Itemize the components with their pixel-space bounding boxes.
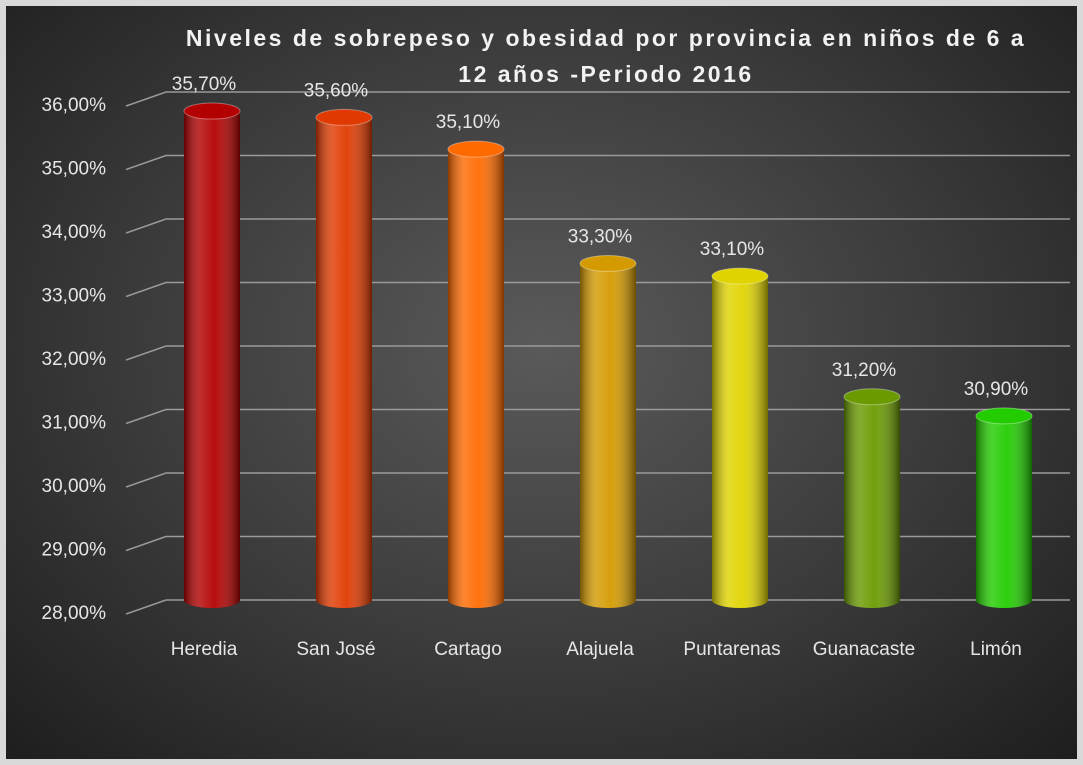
grid-line [125, 345, 1070, 361]
grid-line [125, 218, 1070, 234]
bar-top [975, 407, 1033, 425]
value-label: 31,20% [832, 360, 897, 381]
bar-shade [844, 396, 900, 600]
bar-base-shade [976, 592, 1032, 608]
bar-top [579, 254, 637, 272]
value-label: 35,10% [436, 112, 501, 133]
bar-base-shade [580, 592, 636, 608]
bar-top [447, 140, 505, 158]
y-tick-label: 35,00% [42, 159, 107, 180]
value-label: 35,70% [172, 74, 237, 95]
y-tick-label: 36,00% [42, 95, 107, 116]
x-tick-label: Heredia [171, 639, 238, 660]
x-tick-label: San José [296, 639, 375, 660]
grid-line [125, 281, 1070, 298]
bar-shade [316, 117, 372, 601]
y-tick-label: 31,00% [42, 413, 107, 434]
x-tick-label: Alajuela [566, 639, 634, 660]
y-tick-label: 30,00% [42, 476, 107, 497]
x-tick-label: Guanacaste [813, 639, 915, 660]
bar-base-shade [448, 592, 504, 608]
x-tick-label: Puntarenas [683, 639, 780, 660]
value-label: 35,60% [304, 80, 369, 101]
y-tick-label: 29,00% [42, 540, 107, 561]
bar-shade [580, 263, 636, 600]
bar-shade [712, 276, 768, 600]
chart: 28,00% 29,00% 30,00% 31,00% 32,00% 33,00% 34,0… [42, 74, 1070, 660]
bar-shade [448, 149, 504, 600]
grid-line [125, 472, 1070, 488]
value-label: 33,30% [568, 226, 633, 247]
value-label: 30,90% [964, 379, 1029, 400]
bar-top [843, 388, 901, 406]
bar-base-shade [844, 592, 900, 608]
y-tick-label: 28,00% [42, 603, 107, 624]
bar-shade [976, 415, 1032, 600]
grid-line [125, 535, 1070, 552]
grid-line [125, 408, 1070, 425]
bar-base-shade [712, 592, 768, 608]
bar-top [711, 267, 769, 285]
y-tick-label: 33,00% [42, 286, 107, 307]
chart-title: Niveles de sobrepeso y obesidad por prov… [185, 25, 1027, 87]
grid-line [125, 154, 1070, 171]
y-tick-label: 34,00% [42, 222, 107, 243]
bar-top [183, 102, 241, 120]
bar-top [315, 108, 373, 126]
value-label: 33,10% [700, 239, 765, 260]
y-tick-label: 32,00% [42, 349, 107, 370]
bar-base-shade [184, 592, 240, 608]
x-tick-label: Limón [970, 639, 1022, 660]
bar-base-shade [316, 592, 372, 608]
grid-line [125, 91, 1070, 107]
grid-line [125, 599, 1070, 615]
bar-shade [184, 111, 240, 601]
x-tick-label: Cartago [434, 639, 502, 660]
